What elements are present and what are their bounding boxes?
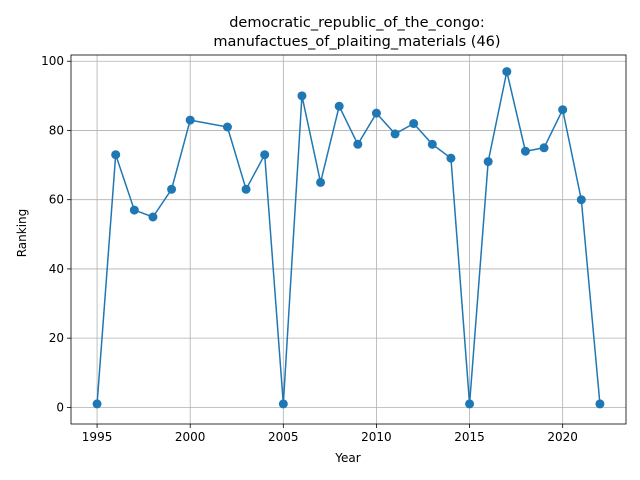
data-point [316, 177, 326, 187]
x-axis-label: Year [334, 451, 360, 465]
data-point [92, 399, 102, 409]
data-point [576, 195, 586, 205]
y-tick-label: 60 [49, 193, 64, 207]
data-point [241, 184, 251, 194]
data-point [353, 139, 363, 149]
chart-title-line-1: democratic_republic_of_the_congo: [229, 15, 485, 31]
data-point [129, 205, 139, 215]
axes [67, 54, 627, 428]
data-point [520, 146, 530, 156]
data-point [371, 108, 381, 118]
y-tick-label: 0 [56, 400, 64, 414]
plot-frame [70, 54, 627, 425]
data-point [185, 115, 195, 125]
y-axis-label: Ranking [15, 209, 29, 258]
data-point [446, 153, 456, 163]
data-point [297, 91, 307, 101]
x-tick-label: 2010 [361, 430, 392, 444]
x-tick-label: 2000 [175, 430, 206, 444]
y-tick-label: 100 [41, 54, 64, 68]
data-point [390, 129, 400, 139]
x-tick-label: 2020 [547, 430, 578, 444]
data-point [465, 399, 475, 409]
data-point [167, 184, 177, 194]
data-point [427, 139, 437, 149]
y-tick-label: 80 [49, 123, 64, 137]
x-tick-label: 2015 [454, 430, 485, 444]
data-point [483, 157, 493, 167]
chart-title-line-2: manufactues_of_plaiting_materials (46) [213, 34, 500, 50]
data-point [334, 101, 344, 111]
x-tick-label: 2005 [268, 430, 299, 444]
data-point [278, 399, 288, 409]
data-point [409, 119, 419, 129]
data-point [260, 150, 270, 160]
tick-labels: 1995 2000 2005 2010 2015 2020 0 20 40 60 80 100 [41, 54, 578, 444]
data-point [558, 105, 568, 115]
y-tick-label: 20 [49, 331, 64, 345]
data-point [111, 150, 121, 160]
data-point [539, 143, 549, 153]
x-tick-label: 1995 [82, 430, 113, 444]
y-tick-label: 40 [49, 262, 64, 276]
data-series [92, 67, 605, 409]
data-point [595, 399, 605, 409]
data-point [148, 212, 158, 222]
data-point [222, 122, 232, 132]
grid-lines [71, 55, 626, 424]
data-point [502, 67, 512, 77]
